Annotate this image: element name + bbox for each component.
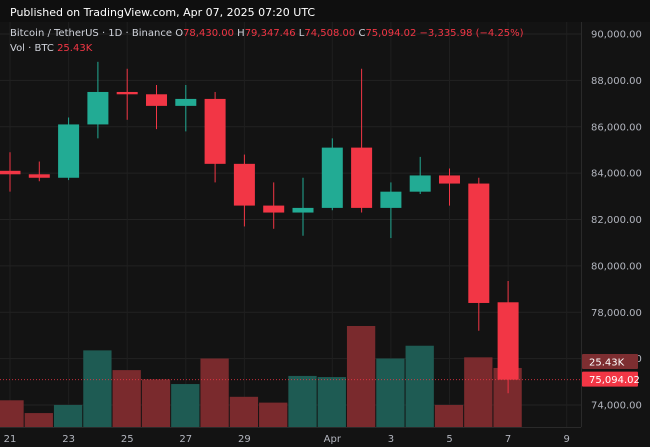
open-value: 78,430.00 (183, 28, 234, 39)
candle-body (468, 183, 490, 303)
candle-body (263, 205, 285, 213)
candle-body (380, 191, 402, 208)
candle-body (497, 302, 519, 380)
published-caption: Published on TradingView.com, Apr 07, 20… (10, 6, 316, 19)
candles (0, 61, 581, 394)
candle-body (292, 207, 314, 213)
x-tick-label: 7 (505, 434, 511, 445)
candle-body (58, 124, 80, 178)
candle-body (28, 174, 50, 178)
volume-bar (171, 384, 200, 427)
symbol-legend: Bitcoin / TetherUS · 1D · Binance O78,43… (10, 26, 524, 41)
x-tick-label: Apr (324, 434, 342, 445)
price-badges: 25.43K 75,094.02 (582, 354, 640, 387)
low-label: L (298, 28, 305, 39)
y-tick-label: 84,000.00 (591, 169, 642, 180)
x-tick-label: 21 (4, 434, 17, 445)
y-tick-label: 88,000.00 (591, 76, 642, 87)
candle-body (116, 91, 138, 95)
y-tick-label: 86,000.00 (591, 122, 642, 133)
volume-bar (288, 375, 317, 427)
volume-bar (229, 396, 259, 427)
y-tick-label: 90,000.00 (591, 30, 642, 41)
volume-badge-bg (582, 354, 638, 369)
low-value: 74,508.00 (304, 28, 356, 39)
y-tick-label: 82,000.00 (591, 215, 642, 226)
candle-body (87, 91, 109, 125)
candle-body (175, 98, 197, 106)
close-value: 75,094.02 (365, 28, 417, 39)
close-label: C (358, 28, 366, 39)
candle-body (439, 175, 460, 184)
y-tick-label: 78,000.00 (591, 308, 642, 319)
open-label: O (175, 28, 184, 39)
x-tick-label: 9 (564, 434, 570, 445)
volume-badge-text: 25.43K (589, 358, 625, 369)
change-value: −3,335.98 (−4.25%) (419, 28, 524, 39)
volume-bar (376, 358, 405, 427)
volume-bar (317, 377, 346, 427)
volume-bar (405, 345, 434, 427)
volume-bar (83, 350, 112, 427)
x-tick-label: 27 (179, 434, 192, 445)
x-tick-label: 25 (121, 434, 134, 445)
x-tick-label: 23 (62, 434, 75, 445)
candle-body (146, 94, 167, 106)
candle-body (409, 175, 431, 192)
candle-body (0, 170, 21, 175)
candle-body (321, 147, 343, 208)
volume-legend: Vol · BTC 25.43K (10, 41, 92, 56)
volume-bar (0, 400, 24, 427)
volume-bar (259, 402, 288, 427)
y-tick-label: 80,000.00 (591, 261, 642, 272)
y-tick-label: 74,000.00 (591, 401, 642, 412)
volume-bars (0, 326, 522, 427)
volume-bar (24, 413, 53, 427)
price-badge-bg (582, 371, 638, 387)
volume-value: 25.43K (57, 43, 93, 54)
volume-bar (346, 326, 376, 427)
high-label: H (237, 28, 245, 39)
volume-bar (141, 379, 171, 427)
volume-bar (200, 358, 229, 427)
high-value: 79,347.46 (244, 28, 296, 39)
volume-bar (112, 370, 141, 427)
volume-bar (464, 357, 493, 427)
x-tick-label: 29 (238, 434, 251, 445)
symbol-name: Bitcoin / TetherUS · 1D · Binance (10, 28, 172, 39)
candle-body (204, 98, 226, 164)
candle-body (233, 163, 255, 206)
candle-body (351, 147, 373, 208)
volume-label: Vol · BTC (10, 43, 54, 54)
volume-bar (53, 404, 83, 427)
x-tick-label: 3 (388, 434, 394, 445)
price-badge-text: 75,094.02 (589, 375, 640, 386)
x-tick-label: 5 (446, 434, 452, 445)
volume-bar (434, 404, 464, 427)
